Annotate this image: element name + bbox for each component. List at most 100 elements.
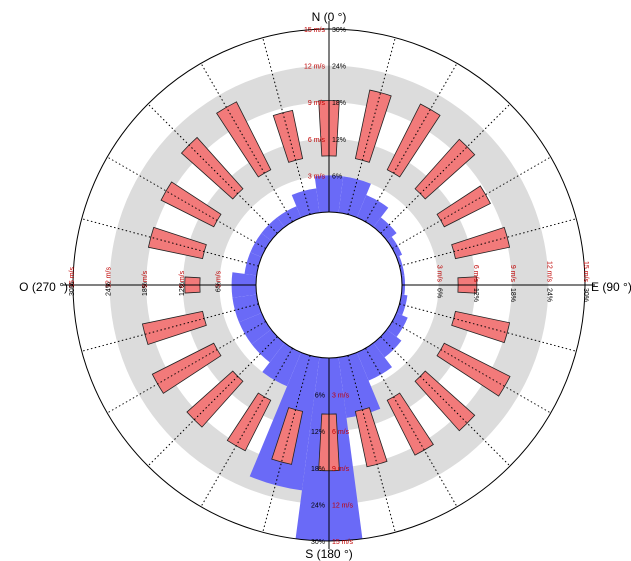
frequency-bar bbox=[250, 233, 272, 258]
tick-label-frequency: 6% bbox=[436, 288, 443, 298]
tick-labels: 3 m/s 6%3 m/s6%3 m/s6%3 m/s6%6 m/s 12%6 m/… bbox=[69, 27, 589, 546]
tick-label-speed: 15 m/s bbox=[582, 261, 589, 283]
dotted-gridline bbox=[81, 303, 259, 352]
speed-bars bbox=[141, 89, 511, 472]
dotted-gridline bbox=[365, 63, 458, 223]
tick-label-frequency: 18% bbox=[332, 100, 346, 107]
tick-label-frequency: 12% bbox=[311, 429, 325, 436]
tick-label-speed: 6 m/s bbox=[332, 429, 350, 436]
dotted-gridline bbox=[391, 321, 551, 414]
dotted-gridline bbox=[107, 321, 267, 414]
tick-label-speed: 6 m/s bbox=[308, 137, 326, 144]
tick-label-frequency: 12% bbox=[332, 137, 346, 144]
speed-bar bbox=[147, 226, 207, 260]
speed-bar bbox=[272, 109, 304, 163]
dotted-gridline bbox=[147, 336, 278, 467]
frequency-bar bbox=[261, 217, 285, 241]
tick-label-frequency: 30% bbox=[332, 27, 346, 34]
speed-bar bbox=[436, 185, 491, 228]
tick-label-frequency: 6% bbox=[332, 173, 342, 180]
tick-label-speed: 6 m/s bbox=[179, 270, 186, 288]
compass-label-west: O (270 °) bbox=[19, 280, 68, 294]
tick-label-frequency: 12% bbox=[179, 282, 186, 296]
frequency-bar bbox=[277, 206, 302, 228]
tick-label-speed: 15 m/s bbox=[69, 266, 76, 288]
tick-label-frequency: 30% bbox=[69, 282, 76, 296]
cardinal-axes bbox=[63, 21, 595, 549]
dotted-gridline bbox=[147, 103, 278, 234]
dotted-gridline bbox=[347, 37, 396, 215]
dotted-gridline bbox=[380, 336, 511, 467]
tick-label-speed: 12 m/s bbox=[304, 64, 326, 71]
tick-label-frequency: 30% bbox=[311, 539, 325, 546]
frequency-bar bbox=[291, 188, 320, 218]
speed-bar bbox=[414, 138, 476, 200]
tick-label-speed: 9 m/s bbox=[142, 270, 149, 288]
tick-label-frequency: 6% bbox=[315, 393, 325, 400]
speed-bar bbox=[436, 342, 511, 397]
tick-label-speed: 3 m/s bbox=[436, 265, 443, 283]
speed-bar bbox=[414, 370, 476, 432]
frequency-bar bbox=[356, 195, 389, 228]
tick-label-frequency: 24% bbox=[332, 64, 346, 71]
tick-label-speed: 3 m/s bbox=[215, 270, 222, 288]
speed-bar bbox=[160, 181, 222, 228]
center-hole bbox=[255, 211, 403, 359]
dotted-gridline bbox=[81, 218, 259, 267]
tick-label-speed: 9 m/s bbox=[332, 466, 350, 473]
tick-label-speed: 12 m/s bbox=[332, 502, 354, 509]
speed-bar bbox=[354, 407, 388, 468]
dotted-gridline bbox=[200, 347, 293, 507]
compass-label-north: N (0 °) bbox=[312, 10, 347, 24]
tick-label-frequency: 18% bbox=[311, 466, 325, 473]
frequency-bar bbox=[239, 312, 272, 345]
tick-label-frequency: 18% bbox=[509, 288, 516, 302]
speed-bar bbox=[451, 310, 511, 344]
speed-bar bbox=[386, 103, 441, 178]
tick-label-speed: 15 m/s bbox=[332, 539, 354, 546]
tick-label-frequency: 30% bbox=[582, 288, 589, 302]
dotted-gridline bbox=[365, 347, 458, 507]
speed-bar bbox=[151, 342, 222, 394]
frequency-bar bbox=[373, 217, 397, 241]
tick-label-speed: 15 m/s bbox=[304, 27, 326, 34]
frequency-bar bbox=[338, 176, 371, 218]
tick-label-speed: 9 m/s bbox=[308, 100, 326, 107]
dotted-gridline bbox=[391, 156, 551, 249]
frequency-bar bbox=[338, 352, 381, 418]
tick-label-speed: 6 m/s bbox=[472, 265, 479, 283]
frequency-bar bbox=[386, 236, 403, 258]
tick-label-frequency: 24% bbox=[545, 288, 552, 302]
speed-bar bbox=[386, 392, 434, 456]
dotted-gridline bbox=[399, 303, 577, 352]
tick-label-frequency: 24% bbox=[106, 282, 113, 296]
frequency-bar bbox=[356, 342, 393, 381]
frequency-bar bbox=[232, 294, 262, 323]
frequency-bar bbox=[386, 312, 408, 337]
dotted-gridline bbox=[380, 103, 511, 234]
tick-label-speed: 3 m/s bbox=[332, 393, 350, 400]
frequency-bar bbox=[262, 342, 302, 387]
frequency-bar bbox=[396, 294, 408, 316]
compass-label-south: S (180 °) bbox=[305, 547, 352, 561]
speed-bar bbox=[271, 407, 304, 465]
dotted-gridline bbox=[399, 218, 577, 267]
tick-label-frequency: 24% bbox=[311, 502, 325, 509]
tick-label-frequency: 12% bbox=[472, 288, 479, 302]
tick-label-frequency: 6% bbox=[215, 282, 222, 292]
compass-label-east: E (90 °) bbox=[591, 280, 631, 294]
dotted-gridline bbox=[262, 37, 311, 215]
tick-label-speed: 9 m/s bbox=[509, 265, 516, 283]
frequency-bar bbox=[373, 329, 402, 358]
speed-bar bbox=[216, 101, 272, 178]
speed-bar bbox=[354, 89, 392, 163]
tick-label-speed: 3 m/s bbox=[308, 173, 326, 180]
speed-bar bbox=[141, 310, 207, 346]
tick-label-speed: 12 m/s bbox=[106, 266, 113, 288]
dotted-gridline bbox=[262, 355, 311, 533]
tick-label-frequency: 18% bbox=[142, 282, 149, 296]
dotted-gridline bbox=[200, 63, 293, 223]
dotted-gridline bbox=[107, 156, 267, 249]
speed-bar bbox=[451, 226, 511, 260]
